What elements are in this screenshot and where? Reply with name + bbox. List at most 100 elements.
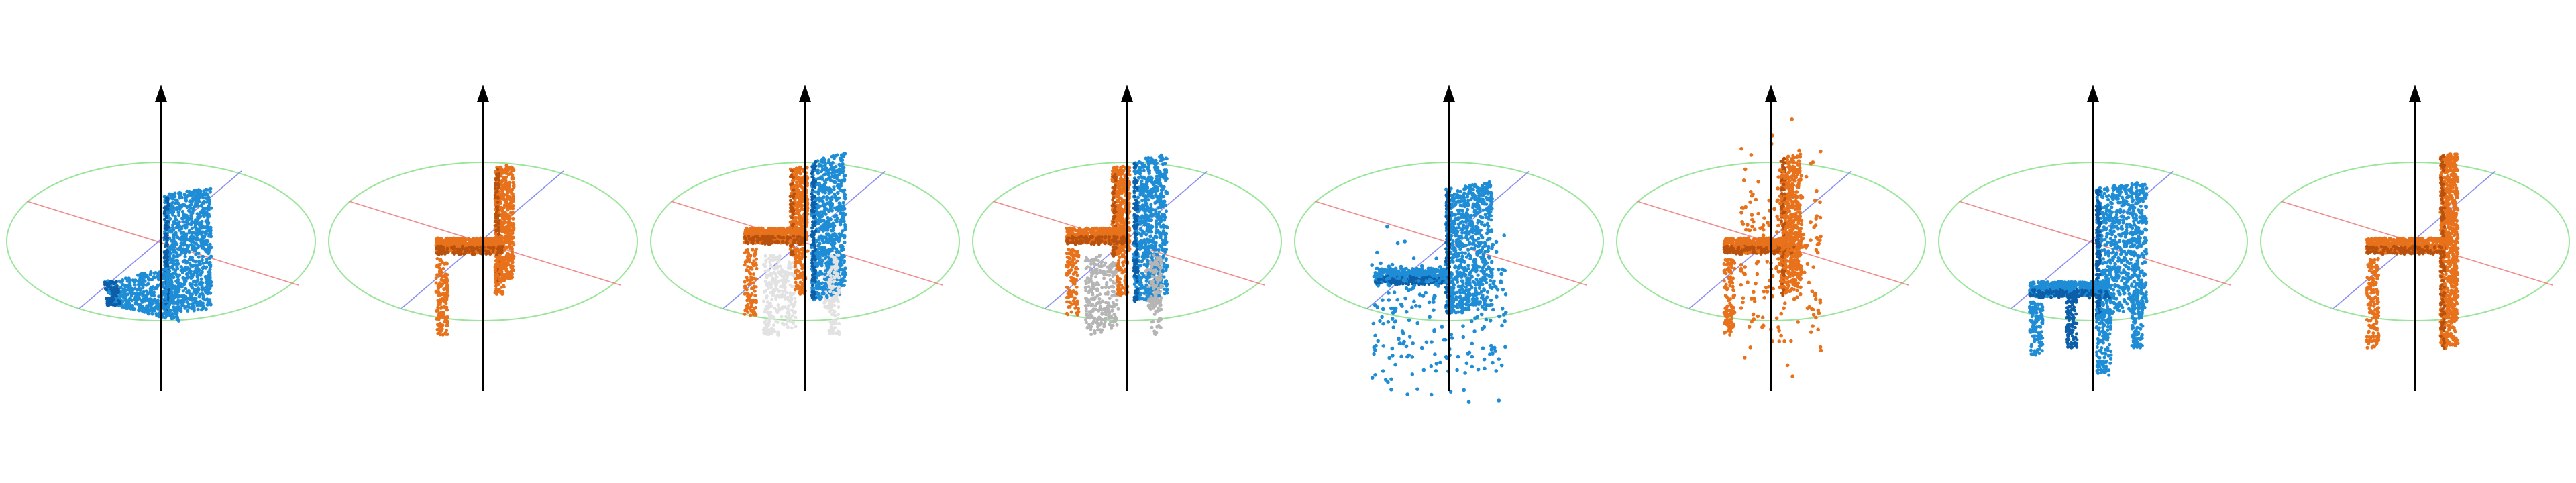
point	[749, 313, 753, 317]
point	[176, 262, 180, 266]
point	[445, 246, 449, 250]
point	[199, 210, 203, 214]
point	[172, 271, 176, 275]
point	[506, 276, 511, 281]
point	[201, 201, 205, 205]
point	[128, 284, 132, 288]
point	[783, 305, 787, 309]
point	[793, 300, 797, 304]
point	[138, 306, 142, 311]
point	[510, 276, 515, 280]
point	[493, 193, 497, 197]
point	[763, 231, 768, 235]
point	[763, 280, 767, 284]
point	[790, 314, 794, 318]
point	[789, 302, 793, 306]
point	[437, 313, 441, 317]
point	[506, 208, 510, 212]
point	[782, 270, 786, 274]
point	[780, 285, 784, 289]
point	[176, 302, 180, 306]
point	[500, 193, 504, 197]
point	[188, 261, 192, 266]
point	[775, 266, 780, 269]
point	[186, 193, 191, 197]
point	[152, 306, 156, 310]
point	[510, 258, 514, 262]
point	[187, 189, 191, 194]
point	[168, 303, 172, 307]
point	[497, 229, 501, 233]
point	[776, 260, 780, 264]
point	[805, 166, 809, 170]
point	[768, 231, 772, 235]
point	[496, 251, 500, 255]
point	[178, 244, 182, 248]
point	[174, 198, 178, 202]
point	[798, 217, 802, 221]
point	[196, 307, 200, 311]
point	[800, 184, 804, 189]
point	[180, 217, 184, 221]
point	[796, 221, 800, 225]
point-cloud	[103, 186, 213, 323]
point	[754, 299, 758, 303]
point	[780, 305, 784, 309]
point	[435, 273, 439, 277]
point	[790, 284, 794, 288]
point	[204, 187, 208, 192]
point	[189, 213, 193, 217]
point	[105, 288, 109, 292]
point	[489, 237, 493, 241]
point	[451, 250, 455, 254]
point	[795, 211, 799, 215]
point	[150, 312, 154, 316]
point	[790, 292, 794, 297]
point	[801, 270, 805, 274]
point	[208, 278, 213, 282]
point	[180, 195, 184, 199]
point	[209, 254, 213, 258]
point	[187, 250, 191, 254]
point	[174, 312, 178, 316]
point	[797, 286, 801, 290]
point	[799, 203, 803, 207]
point	[435, 309, 439, 313]
point	[174, 268, 178, 272]
point	[436, 305, 440, 309]
point	[452, 245, 456, 248]
point	[496, 213, 500, 217]
point	[193, 197, 197, 201]
point	[188, 235, 192, 239]
point	[794, 271, 798, 275]
point	[496, 225, 500, 229]
point	[201, 301, 205, 305]
point	[168, 229, 172, 233]
point	[499, 280, 503, 284]
point	[197, 294, 201, 299]
point	[183, 268, 187, 272]
point	[197, 213, 201, 217]
point	[445, 283, 449, 287]
point	[507, 237, 511, 241]
point	[157, 294, 161, 299]
point	[435, 327, 439, 331]
point	[142, 282, 146, 286]
point	[175, 206, 179, 210]
point	[200, 233, 204, 237]
point	[751, 272, 755, 276]
point	[108, 299, 112, 303]
point	[835, 216, 839, 221]
point	[771, 288, 775, 292]
point	[745, 288, 749, 292]
point	[441, 261, 445, 264]
point	[437, 266, 441, 270]
point	[765, 235, 768, 239]
point	[791, 178, 796, 182]
point	[496, 201, 500, 204]
point	[177, 213, 181, 217]
point	[796, 238, 800, 242]
point	[746, 310, 750, 314]
point	[434, 276, 438, 280]
point	[494, 280, 497, 284]
